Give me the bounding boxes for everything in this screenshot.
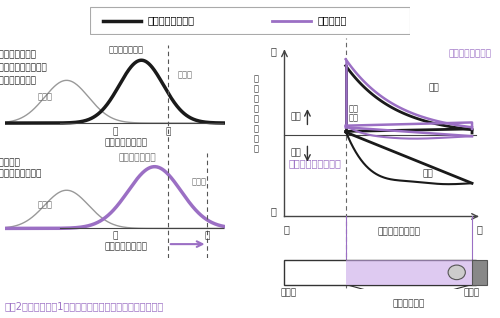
- Text: 圧縮: 圧縮: [348, 104, 358, 113]
- Text: 力: 力: [253, 144, 258, 154]
- Text: 開: 開: [112, 232, 117, 240]
- Text: リ: リ: [253, 84, 258, 93]
- Text: バルブリフト量: バルブリフト量: [118, 153, 156, 162]
- Bar: [284, 260, 476, 285]
- Text: 高: 高: [271, 46, 277, 56]
- Text: 吸気2バルブのうち1バルブの閉じるタイミングを遅くする: 吸気2バルブのうち1バルブの閉じるタイミングを遅くする: [5, 301, 164, 311]
- Text: 高負荷走行状態）: 高負荷走行状態）: [0, 76, 37, 85]
- Text: 吸気: 吸気: [422, 169, 433, 178]
- Text: 内: 内: [253, 124, 258, 134]
- Text: 圧縮開始時期: 圧縮開始時期: [392, 299, 425, 308]
- Text: 排気側: 排気側: [37, 200, 52, 209]
- Text: クルーズ時: クルーズ時: [317, 16, 346, 26]
- Text: 小: 小: [284, 225, 290, 235]
- Text: 圧: 圧: [253, 135, 258, 143]
- Bar: [472, 260, 488, 285]
- Text: 排気側: 排気側: [37, 92, 52, 101]
- Text: クルーズ時: クルーズ時: [0, 158, 21, 167]
- Text: バルブタイミング: バルブタイミング: [104, 138, 148, 147]
- Text: （アイドリングおよび: （アイドリングおよび: [0, 63, 48, 73]
- Text: バルブリフト量: バルブリフト量: [108, 46, 144, 55]
- Circle shape: [448, 265, 466, 280]
- Text: 低: 低: [271, 207, 277, 217]
- Text: シ: シ: [253, 74, 258, 83]
- Text: 正圧: 正圧: [290, 112, 301, 121]
- Text: 吸気側: 吸気側: [178, 71, 193, 80]
- Text: 閉: 閉: [204, 232, 210, 240]
- Text: ン: ン: [253, 94, 258, 103]
- Text: アイドル／加速時: アイドル／加速時: [148, 16, 194, 26]
- Text: 必要トルクを発生: 必要トルクを発生: [448, 50, 491, 59]
- Text: 燃焼: 燃焼: [428, 83, 439, 92]
- Text: （低負荷走行状態）: （低負荷走行状態）: [0, 169, 42, 178]
- Text: 大: 大: [477, 225, 482, 235]
- Text: 下死点: 下死点: [464, 288, 480, 298]
- Text: 閉: 閉: [165, 128, 170, 136]
- Text: ー: ー: [253, 114, 258, 123]
- Text: 排気: 排気: [348, 114, 358, 123]
- Text: 吸気側: 吸気側: [191, 178, 206, 187]
- Text: ボンビングロス低減: ボンビングロス低減: [288, 158, 341, 168]
- Text: アイドル／加速時: アイドル／加速時: [0, 51, 37, 60]
- Text: 負圧: 負圧: [290, 148, 301, 157]
- Text: バルブタイミング: バルブタイミング: [104, 243, 148, 252]
- Text: ダ: ダ: [253, 104, 258, 113]
- Bar: [346, 260, 472, 285]
- Text: シリンダー内容積: シリンダー内容積: [378, 228, 421, 237]
- Text: 上死点: 上死点: [280, 288, 296, 298]
- Text: 開: 開: [112, 128, 117, 136]
